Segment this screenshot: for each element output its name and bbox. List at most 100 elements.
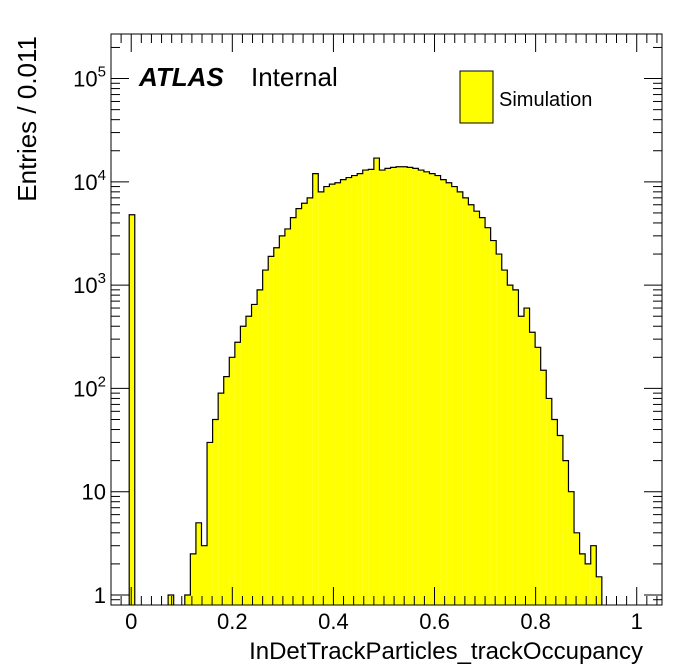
histogram-bar <box>190 553 196 605</box>
histogram-bar <box>301 203 308 605</box>
x-tick-label: 1 <box>631 609 643 634</box>
x-axis-title: InDetTrackParticles_trackOccupancy <box>249 638 643 665</box>
histogram-bar <box>312 173 319 605</box>
legend-label-simulation: Simulation <box>499 89 592 111</box>
histogram-bar <box>596 576 602 605</box>
y-tick-label: 1 <box>94 583 106 608</box>
histogram-bar <box>440 179 447 605</box>
histogram-bar <box>418 170 424 605</box>
histogram-bar <box>546 398 552 605</box>
histogram-bar <box>507 285 513 605</box>
histogram-bar <box>284 228 291 605</box>
x-axis-ticks: 0 0.2 0.4 0.6 0.8 1 <box>110 34 658 634</box>
histogram-bar <box>501 270 508 605</box>
histogram-bar <box>323 186 330 605</box>
histogram-bar <box>518 316 524 605</box>
histogram-bar <box>462 197 469 605</box>
histogram-bar <box>585 563 591 605</box>
y-axis-ticks: 1 10 102 103 104 105 <box>73 46 662 608</box>
histogram-bar <box>407 167 413 605</box>
y-tick-label: 105 <box>73 64 106 92</box>
histogram-bar <box>479 217 486 605</box>
histogram-bar <box>340 179 347 605</box>
histogram-bar <box>473 211 480 606</box>
histogram-bar <box>373 158 380 606</box>
x-tick-label: 0.6 <box>419 609 450 634</box>
histogram-bar <box>524 308 530 605</box>
x-tick-label: 0.2 <box>217 609 248 634</box>
histogram-bar <box>368 169 374 605</box>
histogram-bar <box>262 270 269 605</box>
histogram-bar <box>240 326 246 605</box>
plot-frame <box>110 33 663 606</box>
histogram-bar <box>351 175 358 605</box>
histogram-bar <box>529 332 536 605</box>
histogram-bar <box>168 594 174 605</box>
histogram-bar <box>268 256 274 605</box>
x-tick-label: 0 <box>125 609 137 634</box>
histogram-bar <box>296 208 302 605</box>
atlas-label: ATLAS <box>138 62 224 92</box>
histogram-bar <box>423 171 430 605</box>
histogram-bar <box>562 460 569 605</box>
histogram-bar <box>257 289 263 605</box>
histogram-bar <box>535 347 541 605</box>
histogram-bar <box>251 304 258 605</box>
histogram-bar <box>307 197 313 605</box>
x-tick-label: 0.4 <box>318 609 349 634</box>
histogram-bar <box>435 175 441 605</box>
histogram-bar <box>401 166 408 605</box>
histogram-bar <box>557 435 563 605</box>
histogram-bar <box>468 204 474 605</box>
histogram-bar <box>129 214 135 605</box>
histogram-bar <box>490 240 497 605</box>
histogram-bar <box>384 168 391 605</box>
histogram-bar <box>429 173 436 605</box>
histogram-bar <box>446 182 452 605</box>
histogram-bar <box>579 553 586 605</box>
histogram-bar <box>568 491 575 605</box>
histogram-bar <box>229 357 235 605</box>
histogram-bar <box>451 186 458 605</box>
histogram-bar <box>357 173 363 605</box>
histogram-bar <box>396 166 402 605</box>
y-axis-title: Entries / 0.011 <box>12 36 42 202</box>
histogram-bar <box>512 289 519 605</box>
legend-swatch <box>459 70 494 124</box>
histogram-bar <box>290 217 297 605</box>
histogram-bar <box>223 376 230 605</box>
y-tick-label: 104 <box>73 167 106 195</box>
x-tick-label: 0.8 <box>520 609 551 634</box>
histogram-bar <box>574 532 580 605</box>
histogram-bar <box>195 522 202 605</box>
internal-label: Internal <box>251 62 338 92</box>
histogram-bar <box>201 545 208 605</box>
histogram-bar <box>390 167 397 605</box>
histogram-bar <box>457 191 463 605</box>
y-tick-label: 10 <box>82 480 106 505</box>
histogram-bars <box>128 157 603 606</box>
histogram-bar <box>551 419 558 605</box>
histogram-bar <box>279 235 285 605</box>
histogram-bar <box>485 227 491 606</box>
histogram-bar <box>184 594 191 605</box>
histogram-bar <box>379 170 385 605</box>
histogram-bar <box>212 419 219 605</box>
histogram-bar <box>318 191 324 605</box>
y-tick-label: 103 <box>73 270 106 298</box>
histogram-bar <box>334 182 341 605</box>
histogram-bar <box>362 170 369 605</box>
histogram-bar <box>207 442 213 605</box>
histogram-bar <box>540 370 547 605</box>
histogram-bar <box>346 177 352 605</box>
histogram-bar <box>329 184 335 605</box>
y-tick-label: 102 <box>73 373 106 401</box>
histogram-outline <box>128 157 603 605</box>
histogram-bar <box>590 545 597 605</box>
histogram-bar <box>218 393 224 605</box>
histogram-bar <box>412 168 419 605</box>
histogram-bar <box>234 342 241 605</box>
histogram-bar <box>273 247 280 605</box>
histogram-bar <box>245 316 252 605</box>
